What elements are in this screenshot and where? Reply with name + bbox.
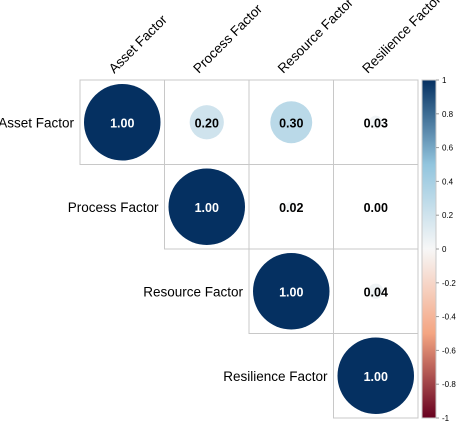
row-label: Resource Factor <box>143 284 243 299</box>
grid-cell <box>333 333 419 419</box>
colorbar-tick-label: -1 <box>442 414 450 423</box>
column-labels: Asset Factor Process Factor Resource Facto… <box>106 0 444 76</box>
row-label: Resilience Factor <box>223 369 328 384</box>
correlation-circle <box>84 84 161 161</box>
correlation-circle <box>253 253 330 330</box>
correlation-values: 1.00 0.20 0.30 0.03 1.00 0.02 0.00 1.00 0.04 1.00 <box>110 116 388 384</box>
colorbar-tick-label: 0.4 <box>442 177 454 186</box>
correlation-circle <box>168 168 245 245</box>
correlation-value: 0.04 <box>364 285 388 299</box>
row-label: Asset Factor <box>0 115 74 130</box>
column-label: Resilience Factor <box>359 0 444 76</box>
correlation-value: 1.00 <box>279 285 303 299</box>
colorbar-tick-label: -0.2 <box>442 279 456 288</box>
colorbar-tick-label: -0.6 <box>442 346 456 355</box>
column-label: Process Factor <box>190 1 265 76</box>
colorbar-tick-label: -0.8 <box>442 380 456 389</box>
grid-lines <box>79 79 419 419</box>
correlation-value: 1.00 <box>364 370 388 384</box>
correlation-value: 0.03 <box>364 116 388 130</box>
colorbar-tick-label: 1 <box>442 76 447 85</box>
column-label: Resource Factor <box>275 0 357 76</box>
correlation-circle <box>189 105 224 140</box>
correlation-value: 0.20 <box>195 116 219 130</box>
correlation-value: 0.00 <box>364 201 388 215</box>
correlation-value: 0.30 <box>279 116 303 130</box>
row-labels: Asset Factor Process Factor Resource Facto… <box>0 115 328 384</box>
correlation-value: 1.00 <box>110 116 134 130</box>
colorbar-tick-label: 0 <box>442 245 447 254</box>
colorbar-bar <box>421 79 437 419</box>
colorbar: 1 0.8 0.6 0.4 0.2 0 -0.2 -0.4 -0.6 -0.8 -1 <box>421 76 456 423</box>
row-label: Process Factor <box>68 200 159 215</box>
correlation-circle <box>337 337 414 414</box>
correlation-circle <box>369 115 383 129</box>
colorbar-tick-label: -0.4 <box>442 313 456 322</box>
correlation-value: 0.02 <box>279 201 303 215</box>
correlation-circle <box>368 283 384 299</box>
colorbar-tick-label: 0.2 <box>442 211 454 220</box>
correlation-circle <box>270 101 313 144</box>
correlation-circles <box>84 84 414 414</box>
correlation-circle <box>285 201 297 213</box>
correlation-value: 1.00 <box>195 201 219 215</box>
colorbar-tick-label: 0.6 <box>442 144 454 153</box>
colorbar-tick-label: 0.8 <box>442 110 454 119</box>
column-label: Asset Factor <box>106 12 171 77</box>
